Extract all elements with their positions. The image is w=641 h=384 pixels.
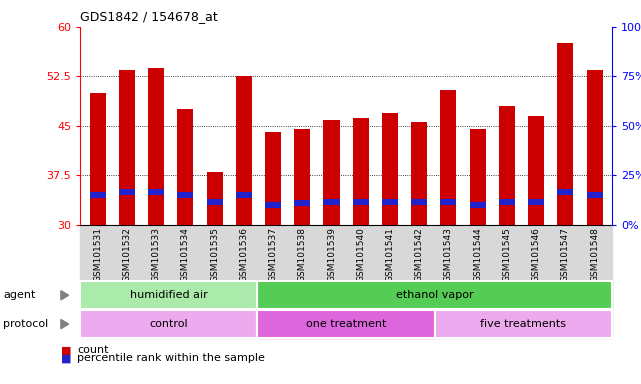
Text: humidified air: humidified air xyxy=(130,290,208,300)
Bar xyxy=(382,199,398,205)
Bar xyxy=(119,189,135,195)
Bar xyxy=(178,192,194,198)
Bar xyxy=(411,122,428,225)
Bar xyxy=(470,202,486,208)
Text: ■: ■ xyxy=(61,345,71,355)
Bar xyxy=(499,199,515,205)
Bar xyxy=(294,200,310,206)
Bar xyxy=(528,199,544,205)
Text: count: count xyxy=(77,345,108,355)
Bar xyxy=(324,121,340,225)
Text: one treatment: one treatment xyxy=(306,319,387,329)
Bar xyxy=(119,70,135,225)
Bar xyxy=(470,129,486,225)
Bar xyxy=(557,43,574,225)
Bar xyxy=(206,199,222,205)
Text: ■: ■ xyxy=(61,353,71,363)
Bar xyxy=(557,189,574,195)
Bar xyxy=(353,118,369,225)
Bar xyxy=(90,93,106,225)
Text: GDS1842 / 154678_at: GDS1842 / 154678_at xyxy=(80,10,218,23)
Bar xyxy=(440,199,456,205)
Bar xyxy=(353,199,369,205)
Text: control: control xyxy=(149,319,188,329)
Bar xyxy=(178,109,194,225)
Bar xyxy=(148,189,164,195)
Text: protocol: protocol xyxy=(3,319,49,329)
Bar xyxy=(587,192,603,198)
Text: five treatments: five treatments xyxy=(481,319,567,329)
Text: percentile rank within the sample: percentile rank within the sample xyxy=(77,353,265,363)
Bar xyxy=(236,192,252,198)
Bar xyxy=(411,199,428,205)
Bar xyxy=(382,113,398,225)
Bar xyxy=(265,202,281,208)
Bar xyxy=(206,172,222,225)
Bar xyxy=(587,70,603,225)
Bar xyxy=(294,129,310,225)
Bar xyxy=(499,106,515,225)
Bar xyxy=(324,199,340,205)
Bar xyxy=(148,68,164,225)
Text: ethanol vapor: ethanol vapor xyxy=(396,290,474,300)
Bar xyxy=(528,116,544,225)
Bar xyxy=(236,76,252,225)
Bar xyxy=(90,192,106,198)
Text: agent: agent xyxy=(3,290,36,300)
Bar xyxy=(440,89,456,225)
Bar xyxy=(265,132,281,225)
